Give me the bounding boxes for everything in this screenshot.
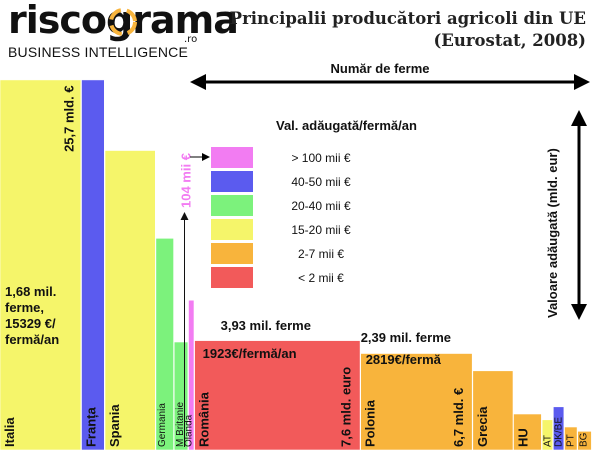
bar-spania (104, 150, 156, 450)
farms-axis-arrow-left (190, 74, 206, 90)
legend-label-r40_50: 40-50 mii € (291, 175, 351, 189)
data-label-polonia-per-farm: 2819€/fermă (366, 352, 442, 367)
tick-label-germania: Germania (157, 403, 168, 447)
bar-germania (155, 238, 174, 450)
data-label-polonia-farms: 2,39 mil. ferme (361, 330, 451, 345)
data-label-romania-farms: 3,93 mil. ferme (221, 318, 311, 333)
data-label-olanda-value: 104 mii € (179, 153, 194, 208)
bar-grecia (472, 370, 514, 450)
legend-pointer-arrowhead (202, 153, 210, 161)
bar-rom-nia (194, 340, 361, 450)
legend-label-lt2: < 2 mii € (298, 271, 344, 285)
legend-swatch-gt100 (211, 147, 253, 168)
legend-swatch-r40_50 (211, 171, 253, 192)
tick-label-olanda: Olanda (184, 414, 195, 447)
data-label-romania-value: 7,6 mld. euro (339, 367, 354, 447)
data-label-italia-note-line: fermă/an (5, 332, 59, 347)
bar-italia (0, 79, 82, 450)
tick-label-at: AT (542, 435, 553, 447)
chart-title-line2: (Eurostat, 2008) (433, 31, 586, 50)
data-label-italia-note-line: ferme, (5, 300, 44, 315)
farms-axis-label: Număr de ferme (331, 61, 430, 76)
legend-label-r15_20: 15-20 mii € (291, 223, 351, 237)
chart-title-line1: Principalii producători agricoli din UE (229, 9, 586, 28)
tick-label-dk-be: DK/BE (553, 417, 564, 447)
tick-label-polonia: Polonia (363, 399, 378, 447)
farms-axis-arrow-right (574, 74, 590, 90)
tick-label-grecia: Grecia (475, 406, 490, 447)
legend-label-r2_7: 2-7 mii € (298, 247, 344, 261)
tick-label-italia: Italia (2, 417, 17, 447)
legend-label-r20_40: 20-40 mii € (291, 199, 351, 213)
tick-label-hu: HU (516, 428, 531, 447)
bar-pt (564, 426, 578, 450)
legend-swatch-r2_7 (211, 243, 253, 264)
data-label-italia-note-line: 1,68 mil. (5, 284, 56, 299)
data-label-polonia-value: 6,7 mld. € (451, 388, 466, 447)
legend-label-gt100: > 100 mii € (291, 151, 350, 165)
legend-swatch-lt2 (211, 267, 253, 288)
riscograma-logo: riscograma .ro BUSINESS INTELLIGENCE (8, 0, 239, 64)
legend-title: Val. adăugată/fermă/an (276, 118, 417, 133)
tick-label-spania: Spania (107, 404, 122, 447)
tick-label-fran-a: Franța (84, 407, 99, 448)
logo-wordmark: riscograma (8, 0, 239, 42)
olanda-pointer-arrowhead (180, 212, 189, 220)
bar-olanda (188, 299, 195, 450)
tick-label-bg: BG (579, 432, 590, 447)
legend-swatch-r15_20 (211, 219, 253, 240)
bar-polonia (360, 353, 473, 450)
data-label-franta-value: 25,7 mld. € (62, 85, 77, 151)
logo-tagline: BUSINESS INTELLIGENCE (8, 44, 189, 60)
value-axis-arrow-top (571, 110, 587, 126)
tick-label-rom-nia: România (197, 391, 212, 447)
bar-fran-a (81, 79, 105, 450)
value-axis-arrow-bottom (571, 304, 587, 320)
data-label-romania-per-farm: 1923€/fermă/an (203, 346, 297, 361)
logo-ring-icon (109, 8, 137, 36)
data-label-italia-note-line: 15329 €/ (5, 316, 56, 331)
value-axis-label: Valoare adăugată (mld. eur) (545, 148, 560, 318)
logo-domain-suffix: .ro (184, 34, 198, 45)
tick-label-m-britanie: M Britanie (175, 402, 186, 447)
tick-label-pt: PT (565, 434, 576, 447)
chart-title: Principalii producători agricoli din UE … (230, 8, 586, 52)
legend-swatch-r20_40 (211, 195, 253, 216)
bar-hu (513, 413, 542, 450)
